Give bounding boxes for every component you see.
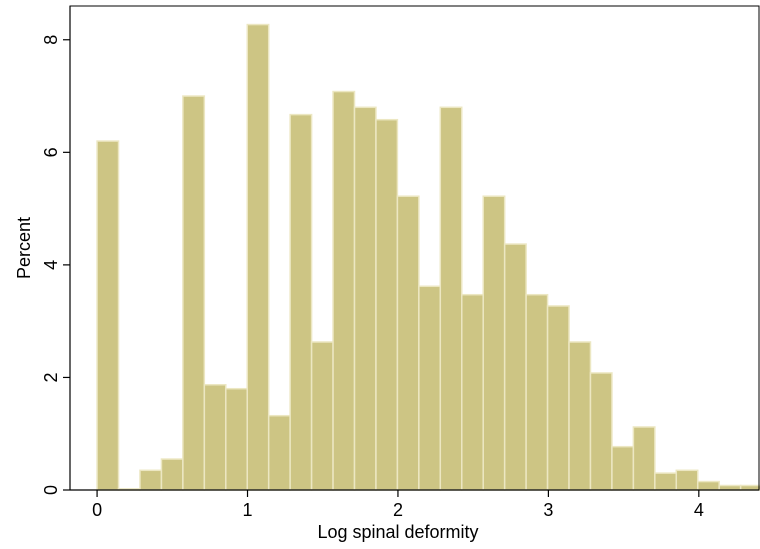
histogram-bar-12 [353, 106, 377, 491]
histogram-bar-0 [96, 140, 120, 491]
histogram-bar-5 [203, 384, 227, 491]
histogram-bar-22 [568, 341, 592, 491]
histogram-bar-2 [139, 469, 163, 491]
histogram-bar-17 [461, 293, 484, 491]
y-tick-label: 0 [41, 485, 61, 495]
histogram-bar-21 [546, 305, 570, 491]
axes-group: 0 1 2 3 4 0 2 4 6 8 [41, 5, 760, 520]
histogram-bar-3 [160, 458, 184, 491]
histogram-bar-9 [289, 113, 313, 491]
histogram-bar-7 [246, 23, 270, 491]
histogram-bar-24 [611, 445, 635, 491]
y-axis-label: Percent [14, 217, 34, 279]
histogram-bar-4 [182, 95, 206, 491]
x-tick-label: 4 [694, 500, 704, 520]
histogram-bar-14 [396, 195, 420, 491]
histogram-bar-19 [503, 243, 527, 491]
histogram-bar-26 [654, 472, 678, 491]
x-axis-label: Log spinal deformity [317, 522, 478, 542]
histogram-bar-6 [225, 387, 248, 491]
x-tick-label: 2 [393, 500, 403, 520]
histogram-bar-10 [310, 341, 334, 491]
y-tick-label: 2 [41, 372, 61, 382]
histogram-bar-28 [696, 480, 720, 491]
x-tick-label: 0 [92, 500, 102, 520]
histogram-bar-25 [632, 426, 656, 491]
histogram-bar-15 [418, 285, 442, 491]
y-tick-label: 6 [41, 147, 61, 157]
x-tick-label: 3 [543, 500, 553, 520]
histogram-bar-13 [375, 118, 399, 491]
histogram-bar-27 [675, 469, 699, 491]
histogram-bar-23 [589, 372, 613, 491]
histogram-bar-20 [525, 293, 549, 491]
histogram-bar-30 [739, 484, 760, 491]
histogram-bar-11 [332, 90, 356, 491]
y-tick-label: 8 [41, 35, 61, 45]
axis-labels-group: Log spinal deformity Percent [14, 217, 479, 542]
y-tick-label: 4 [41, 260, 61, 270]
x-tick-label: 1 [243, 500, 253, 520]
histogram-bar-8 [267, 414, 291, 491]
histogram-bar-16 [439, 106, 463, 491]
histogram-bar-29 [718, 484, 742, 491]
histogram-bar-18 [482, 195, 506, 491]
bars-group [96, 23, 760, 491]
